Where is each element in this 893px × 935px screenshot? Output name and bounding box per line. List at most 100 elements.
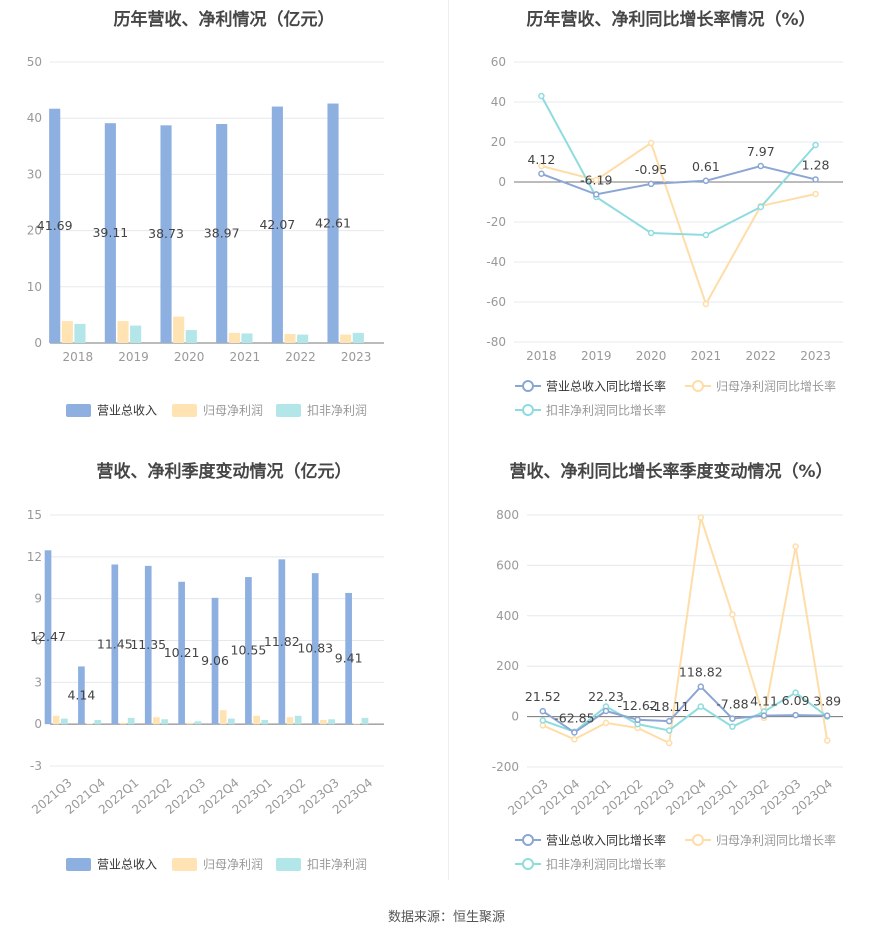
data-point <box>792 543 799 550</box>
x-tick-label: 2020 <box>636 349 667 363</box>
legend-swatch <box>66 404 91 417</box>
bar-deducted-profit <box>94 719 102 725</box>
legend-marker <box>522 404 534 416</box>
x-tick-label: 2019 <box>581 349 612 363</box>
data-point <box>697 514 705 521</box>
data-label: 42.61 <box>315 215 351 230</box>
bar-deducted-profit <box>297 334 309 343</box>
bar-deducted-profit <box>161 719 168 725</box>
y-tick-label: 3 <box>34 675 42 689</box>
data-label: 6.09 <box>782 693 810 708</box>
bar-net-profit <box>253 715 260 725</box>
y-tick-label: -200 <box>492 760 519 774</box>
data-point <box>823 737 831 744</box>
y-tick-label: -60 <box>486 295 506 309</box>
legend-label: 营业总收入 <box>97 858 157 872</box>
bar-net-profit <box>173 316 185 343</box>
data-point <box>539 707 547 715</box>
bar-deducted-profit <box>228 718 235 725</box>
legend-label: 归母净利润同比增长率 <box>716 379 836 394</box>
data-label: 4.11 <box>750 694 778 709</box>
quarterly-growth-plot: -20002004006008002021Q32021Q42022Q12022Q… <box>492 508 843 872</box>
legend-marker <box>692 380 704 392</box>
quarterly-growth-chart: 营收、净利同比增长率季度变动情况（%） -200 0 200 400 600 800 202… <box>449 450 893 880</box>
legend-swatch <box>172 858 197 871</box>
chart-title: 营收、净利季度变动情况（亿元） <box>96 462 352 482</box>
legend-label: 营业总收入同比增长率 <box>546 379 666 394</box>
data-label: 118.82 <box>679 665 723 680</box>
bar-revenue <box>111 564 119 725</box>
data-label: 22.23 <box>588 689 624 704</box>
chart-title: 营收、净利同比增长率季度变动情况（%） <box>509 462 833 482</box>
bar-net-profit <box>153 717 160 725</box>
bar-deducted-profit <box>352 332 364 343</box>
data-label: 1.28 <box>802 157 830 172</box>
quarterly-amount-chart: 营收、净利季度变动情况（亿元） -3 0 3 6 9 12 15 2021Q3 2021Q4 20… <box>0 450 448 880</box>
y-tick-label: 30 <box>27 167 42 181</box>
data-point <box>665 717 673 725</box>
data-point <box>602 719 610 727</box>
series-line-deducted-profit <box>540 95 817 237</box>
x-tick-label: 2021 <box>230 350 261 364</box>
y-tick-label: -40 <box>486 255 506 269</box>
y-tick-label: 40 <box>491 95 506 109</box>
bar-net-profit <box>219 710 227 725</box>
legend-label: 扣非净利润同比增长率 <box>546 403 666 418</box>
data-label: 11.45 <box>97 636 133 651</box>
bar-net-profit <box>284 334 296 343</box>
data-point <box>538 92 545 100</box>
bar-net-profit <box>286 717 294 725</box>
x-tick-label: 2018 <box>63 350 94 364</box>
bar-revenue <box>178 581 185 725</box>
data-point <box>729 611 736 618</box>
data-label: -7.88 <box>716 697 748 712</box>
bar-deducted-profit <box>328 719 335 725</box>
chart-title: 历年营收、净利情况（亿元） <box>113 10 335 30</box>
bar-deducted-profit <box>294 715 302 725</box>
y-tick-label: 20 <box>491 135 506 149</box>
series-line-revenue <box>542 685 828 734</box>
data-point <box>593 191 600 198</box>
y-tick-label: 6 <box>34 634 42 648</box>
bar-deducted-profit <box>127 717 135 725</box>
bar-net-profit <box>52 715 60 725</box>
bar-revenue <box>216 123 228 343</box>
bar-revenue <box>144 565 152 725</box>
legend-marker <box>522 834 534 846</box>
y-tick-label: 0 <box>498 175 506 189</box>
data-label: -0.95 <box>635 162 667 177</box>
bar-deducted-profit <box>185 330 197 343</box>
annual-growth-plot: -80 -60 -40 -20 0 20 40 60 2018 2019 2020 2021 2022 2… <box>486 55 843 418</box>
bar-net-profit <box>117 321 129 343</box>
bar-deducted-profit <box>74 323 86 343</box>
data-label: 7.97 <box>747 144 775 159</box>
legend-swatch <box>276 404 301 417</box>
data-point <box>757 162 764 170</box>
data-label: 10.55 <box>231 643 267 658</box>
data-label: 21.52 <box>525 689 561 704</box>
bar-revenue <box>327 103 339 343</box>
y-tick-label: 20 <box>27 224 42 238</box>
y-tick-label: 0 <box>511 710 519 724</box>
data-point <box>697 683 705 690</box>
data-point <box>593 176 600 184</box>
y-tick-label: 10 <box>27 280 42 294</box>
data-point <box>665 727 673 734</box>
x-tick-label: 2023 <box>800 349 831 363</box>
data-label: 9.06 <box>201 653 229 668</box>
legend-swatch <box>276 858 301 871</box>
bar-net-profit <box>61 321 73 343</box>
y-tick-label: 9 <box>34 592 42 606</box>
data-label: 10.83 <box>297 641 333 656</box>
legend-swatch <box>66 858 91 871</box>
bar-revenue <box>311 573 319 725</box>
y-tick-label: 60 <box>491 55 506 69</box>
data-point <box>647 139 655 147</box>
series-line-net-profit <box>541 141 816 307</box>
legend-label: 扣非净利润同比增长率 <box>546 857 666 872</box>
data-point <box>602 707 610 715</box>
data-point <box>702 300 710 308</box>
data-label: -62.85 <box>554 710 594 725</box>
bar-deducted-profit <box>241 333 253 343</box>
x-tick-label: 2023 <box>341 350 372 364</box>
